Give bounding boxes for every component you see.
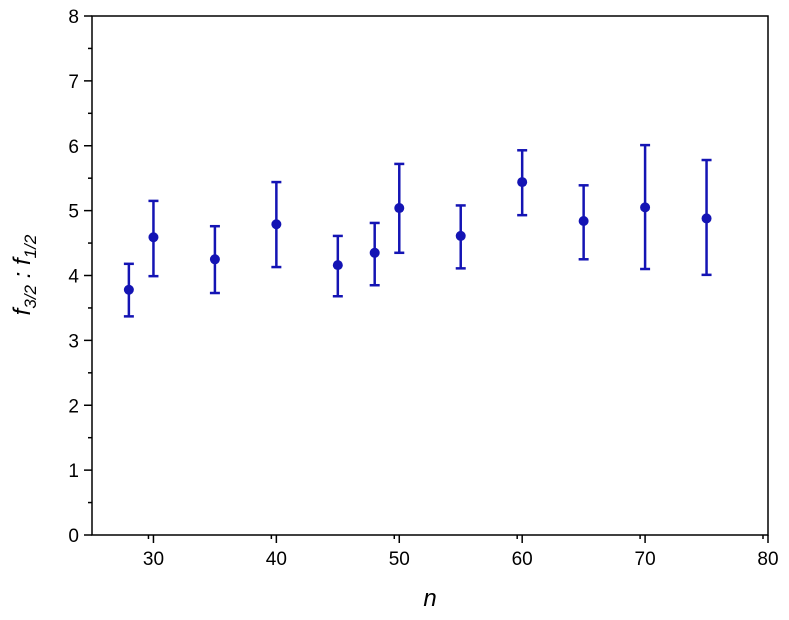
y-label-part: : f — [9, 256, 36, 285]
y-tick-label: 5 — [68, 202, 79, 223]
point — [394, 203, 405, 214]
x-axis-label: n — [423, 585, 436, 612]
point — [701, 213, 712, 224]
x-tick-label: 80 — [757, 549, 778, 570]
point — [148, 232, 159, 243]
y-tick-label: 4 — [68, 267, 79, 288]
point — [640, 202, 651, 213]
point — [332, 260, 343, 271]
x-tick-label: 50 — [389, 549, 410, 570]
point — [369, 247, 380, 258]
y-tick-label: 6 — [68, 137, 79, 158]
y-tick-label: 3 — [68, 331, 79, 352]
y-label-sub: 1/2 — [21, 234, 40, 258]
x-tick-label: 40 — [266, 549, 287, 570]
point — [123, 284, 134, 295]
x-tick-label: 30 — [143, 549, 164, 570]
point — [578, 216, 589, 227]
y-tick-label: 8 — [68, 7, 79, 28]
y-tick-label: 7 — [68, 72, 79, 93]
y-tick-label: 0 — [68, 526, 79, 547]
point — [455, 230, 466, 241]
y-axis-label: f3/2 : f1/2 — [9, 234, 40, 315]
y-label-part: f — [9, 306, 36, 315]
y-label-sub: 3/2 — [21, 284, 40, 308]
x-tick-label: 70 — [635, 549, 656, 570]
y-tick-label: 2 — [68, 396, 79, 417]
point — [271, 219, 282, 230]
y-tick-label: 1 — [68, 461, 79, 482]
point — [517, 177, 528, 188]
plot-frame — [91, 15, 769, 536]
x-tick-label: 60 — [512, 549, 533, 570]
point — [209, 254, 220, 265]
